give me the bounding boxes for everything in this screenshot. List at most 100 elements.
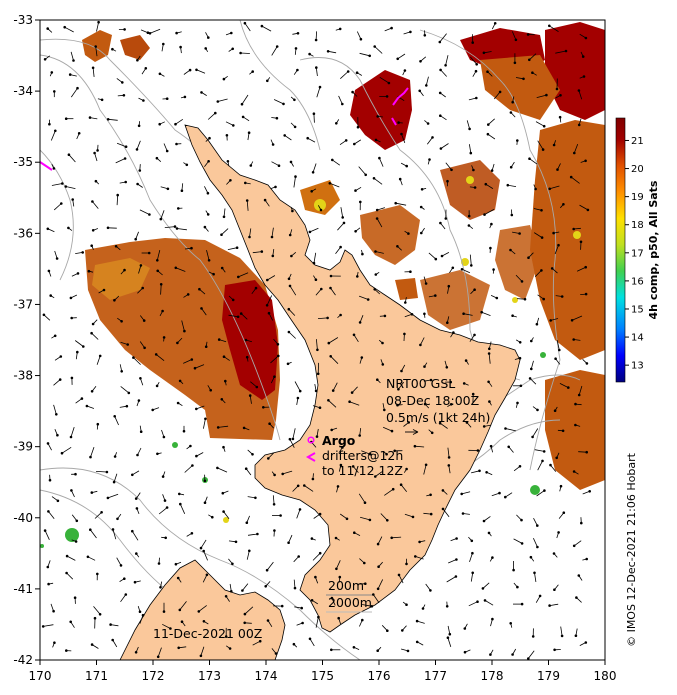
current-vector-head	[225, 134, 229, 137]
current-vector-head	[334, 122, 338, 125]
current-vector	[93, 606, 101, 615]
current-vector-head	[236, 315, 240, 319]
current-vector-head	[396, 245, 399, 248]
current-vector-head	[351, 465, 355, 468]
current-vector-head	[504, 427, 507, 430]
current-vector-head	[142, 319, 146, 322]
current-vector-head	[235, 246, 239, 250]
current-vector-head	[535, 322, 539, 326]
current-vector-head	[90, 491, 94, 494]
sst-patch-small2	[300, 180, 340, 215]
colorbar-tick-label: 16	[631, 276, 644, 287]
current-vector-head	[572, 544, 576, 548]
current-vector-head	[230, 589, 233, 593]
current-vector-head	[560, 634, 564, 638]
current-vector-head	[385, 518, 389, 522]
current-vector-head	[478, 469, 481, 473]
current-vector-head	[355, 275, 359, 278]
current-vector	[181, 320, 185, 332]
current-vector-head	[429, 589, 432, 592]
current-vector	[359, 52, 370, 57]
current-vector-head	[552, 143, 556, 147]
current-vector-head	[275, 116, 279, 120]
current-vector	[183, 359, 192, 364]
current-vector-head	[91, 66, 95, 70]
current-vector	[288, 308, 296, 316]
current-vector-head	[243, 612, 247, 616]
current-vector-head	[374, 273, 378, 276]
current-vector-head	[588, 489, 591, 493]
current-vector	[337, 222, 345, 231]
current-vector	[245, 468, 252, 476]
current-vector-head	[520, 602, 524, 606]
current-vector-head	[291, 209, 294, 213]
current-vector-head	[542, 124, 546, 128]
current-vector-head	[183, 95, 187, 99]
current-vector-head	[131, 529, 134, 533]
current-vector-head	[403, 332, 406, 336]
current-vector-head	[283, 134, 287, 137]
current-vector-head	[308, 230, 312, 234]
current-vector	[359, 516, 371, 521]
current-vector-head	[241, 115, 245, 119]
sst-patch-ne-warm	[480, 55, 560, 120]
current-vector-head	[471, 392, 475, 396]
current-vector-head	[352, 333, 356, 337]
current-vector	[296, 509, 301, 519]
current-vector-head	[176, 576, 180, 580]
current-vector-head	[191, 464, 194, 467]
argo-label: Argo	[322, 433, 356, 448]
current-vector-head	[139, 376, 142, 380]
current-vector-head	[575, 596, 578, 599]
current-vector-head	[390, 536, 394, 540]
current-vector-head	[183, 329, 186, 333]
current-vector-head	[271, 254, 275, 258]
current-vector-head	[487, 380, 490, 384]
current-vector	[203, 550, 208, 561]
current-vector-head	[56, 499, 60, 503]
current-vector	[398, 574, 404, 584]
current-vector-head	[102, 288, 106, 292]
current-vector-head	[451, 266, 455, 270]
current-vector	[271, 227, 274, 238]
current-vector	[423, 464, 427, 475]
current-vector-head	[146, 31, 150, 35]
current-vector	[570, 176, 580, 184]
current-vector	[164, 226, 176, 228]
current-vector-head	[53, 334, 57, 338]
current-vector	[340, 207, 344, 218]
current-vector-head	[85, 404, 89, 408]
current-vector-head	[394, 201, 398, 205]
current-vector-head	[326, 316, 329, 320]
current-vector	[43, 314, 51, 321]
current-vector-head	[46, 442, 50, 445]
current-vector-head	[454, 575, 458, 578]
current-vector	[315, 617, 319, 628]
current-vector	[198, 605, 207, 612]
current-vector	[312, 163, 317, 173]
current-vector-head	[76, 272, 80, 275]
lat-tick-label: -39	[13, 440, 33, 454]
current-vector-head	[424, 84, 428, 87]
current-vector	[294, 381, 301, 392]
current-vector-head	[400, 132, 403, 136]
current-vector-head	[452, 331, 455, 334]
current-vector	[439, 33, 447, 43]
current-vector	[156, 250, 161, 261]
lat-tick-label: -40	[13, 511, 33, 525]
current-vector-head	[381, 341, 384, 345]
current-vector-head	[70, 316, 73, 320]
current-vector	[505, 492, 513, 498]
current-vector	[53, 203, 62, 211]
north-island	[184, 124, 521, 633]
current-vector-head	[558, 115, 562, 119]
current-vector-head	[438, 40, 442, 44]
current-vector-head	[89, 455, 92, 459]
current-vector	[515, 274, 523, 282]
current-vector	[328, 50, 337, 54]
lat-tick-label: -42	[13, 653, 33, 667]
current-vector	[48, 511, 55, 520]
current-vector-head	[298, 508, 302, 511]
current-vector-head	[358, 200, 362, 204]
current-vector-head	[574, 634, 578, 637]
